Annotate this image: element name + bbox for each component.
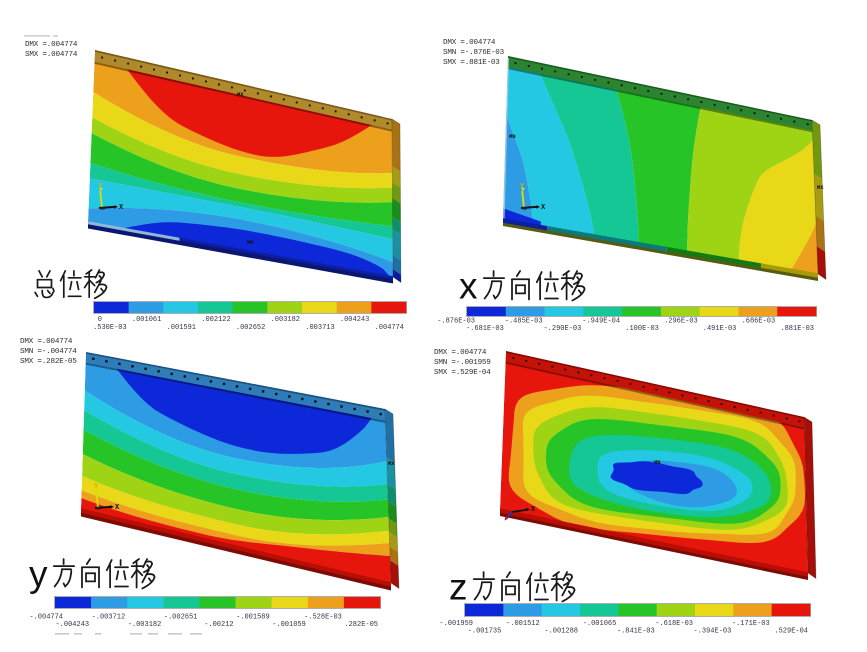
svg-text:-.618E-03: -.618E-03	[655, 620, 693, 628]
svg-text:DMX =.004774: DMX =.004774	[25, 41, 78, 49]
svg-text:SMN =-.876E-03: SMN =-.876E-03	[443, 49, 505, 57]
svg-text:-.004774: -.004774	[29, 614, 63, 622]
svg-text:MN: MN	[509, 133, 516, 140]
svg-text:Y: Y	[520, 183, 525, 191]
svg-text:SMX =.881E-03: SMX =.881E-03	[443, 59, 500, 67]
svg-text:-.394E-03: -.394E-03	[693, 628, 731, 636]
svg-text:.003713: .003713	[305, 324, 334, 332]
svg-text:MX: MX	[237, 91, 244, 98]
svg-text:-.002651: -.002651	[164, 614, 198, 622]
svg-text:.002652: .002652	[236, 324, 265, 332]
svg-text:.002122: .002122	[201, 316, 230, 324]
svg-text:DMX =.004774: DMX =.004774	[443, 39, 496, 47]
svg-text:.881E-03: .881E-03	[780, 325, 814, 333]
svg-text:-.876E-03: -.876E-03	[437, 318, 475, 326]
svg-text:-.00212: -.00212	[204, 621, 233, 629]
svg-text:SMX =.529E-04: SMX =.529E-04	[434, 369, 491, 377]
svg-text:MN: MN	[654, 459, 661, 466]
svg-text:Y: Y	[94, 483, 99, 491]
svg-text:X: X	[541, 204, 546, 212]
svg-text:-.003182: -.003182	[128, 621, 162, 629]
svg-text:.001061: .001061	[132, 316, 161, 324]
svg-text:.296E-03: .296E-03	[664, 318, 698, 326]
svg-text:X: X	[119, 204, 124, 212]
svg-text:-.001288: -.001288	[544, 628, 578, 636]
svg-text:-.171E-03: -.171E-03	[732, 620, 770, 628]
svg-text:.686E-03: .686E-03	[742, 318, 776, 326]
svg-text:DMX =.004774: DMX =.004774	[20, 338, 73, 346]
svg-text:-.290E-03: -.290E-03	[543, 325, 581, 333]
svg-text:-.003712: -.003712	[92, 614, 126, 622]
svg-text:-.001735: -.001735	[468, 628, 502, 636]
svg-text:-.949E-04: -.949E-04	[582, 318, 620, 326]
svg-text:-.001512: -.001512	[506, 620, 540, 628]
svg-text:-.681E-03: -.681E-03	[466, 325, 504, 333]
svg-text:0: 0	[98, 316, 102, 324]
svg-text:X: X	[115, 504, 120, 512]
svg-text:.491E-03: .491E-03	[703, 325, 737, 333]
svg-text:SMN =-.004774: SMN =-.004774	[20, 348, 77, 356]
svg-text:MX: MX	[388, 460, 395, 467]
svg-text:-.841E-03: -.841E-03	[617, 628, 655, 636]
svg-text:-.485E-03: -.485E-03	[505, 318, 543, 326]
svg-text:SMN =-.001959: SMN =-.001959	[434, 359, 491, 367]
svg-text:.282E-05: .282E-05	[344, 621, 378, 629]
svg-text:SMX =.282E-05: SMX =.282E-05	[20, 358, 77, 366]
svg-text:SMX =.004774: SMX =.004774	[25, 51, 78, 59]
svg-text:y: y	[29, 553, 48, 594]
svg-text:-.528E-03: -.528E-03	[304, 614, 342, 622]
svg-text:.001591: .001591	[167, 324, 196, 332]
svg-text:MN: MN	[247, 239, 254, 246]
svg-text:-.001059: -.001059	[272, 621, 306, 629]
svg-text:.529E-04: .529E-04	[774, 628, 808, 636]
svg-text:.004243: .004243	[340, 316, 369, 324]
svg-text:.100E-03: .100E-03	[625, 325, 659, 333]
svg-text:z: z	[449, 566, 468, 607]
svg-text:x: x	[459, 265, 478, 306]
svg-text:-.004243: -.004243	[55, 621, 89, 629]
svg-text:-.001959: -.001959	[439, 620, 473, 628]
svg-text:.004774: .004774	[375, 324, 404, 332]
svg-text:.003182: .003182	[271, 316, 300, 324]
svg-text:-.001065: -.001065	[583, 620, 617, 628]
svg-text:-.001589: -.001589	[236, 614, 270, 622]
svg-text:.530E-03: .530E-03	[93, 324, 127, 332]
svg-text:X: X	[531, 506, 536, 514]
svg-text:DMX =.004774: DMX =.004774	[434, 349, 487, 357]
svg-text:Y: Y	[98, 183, 103, 191]
svg-text:MX: MX	[817, 184, 824, 191]
